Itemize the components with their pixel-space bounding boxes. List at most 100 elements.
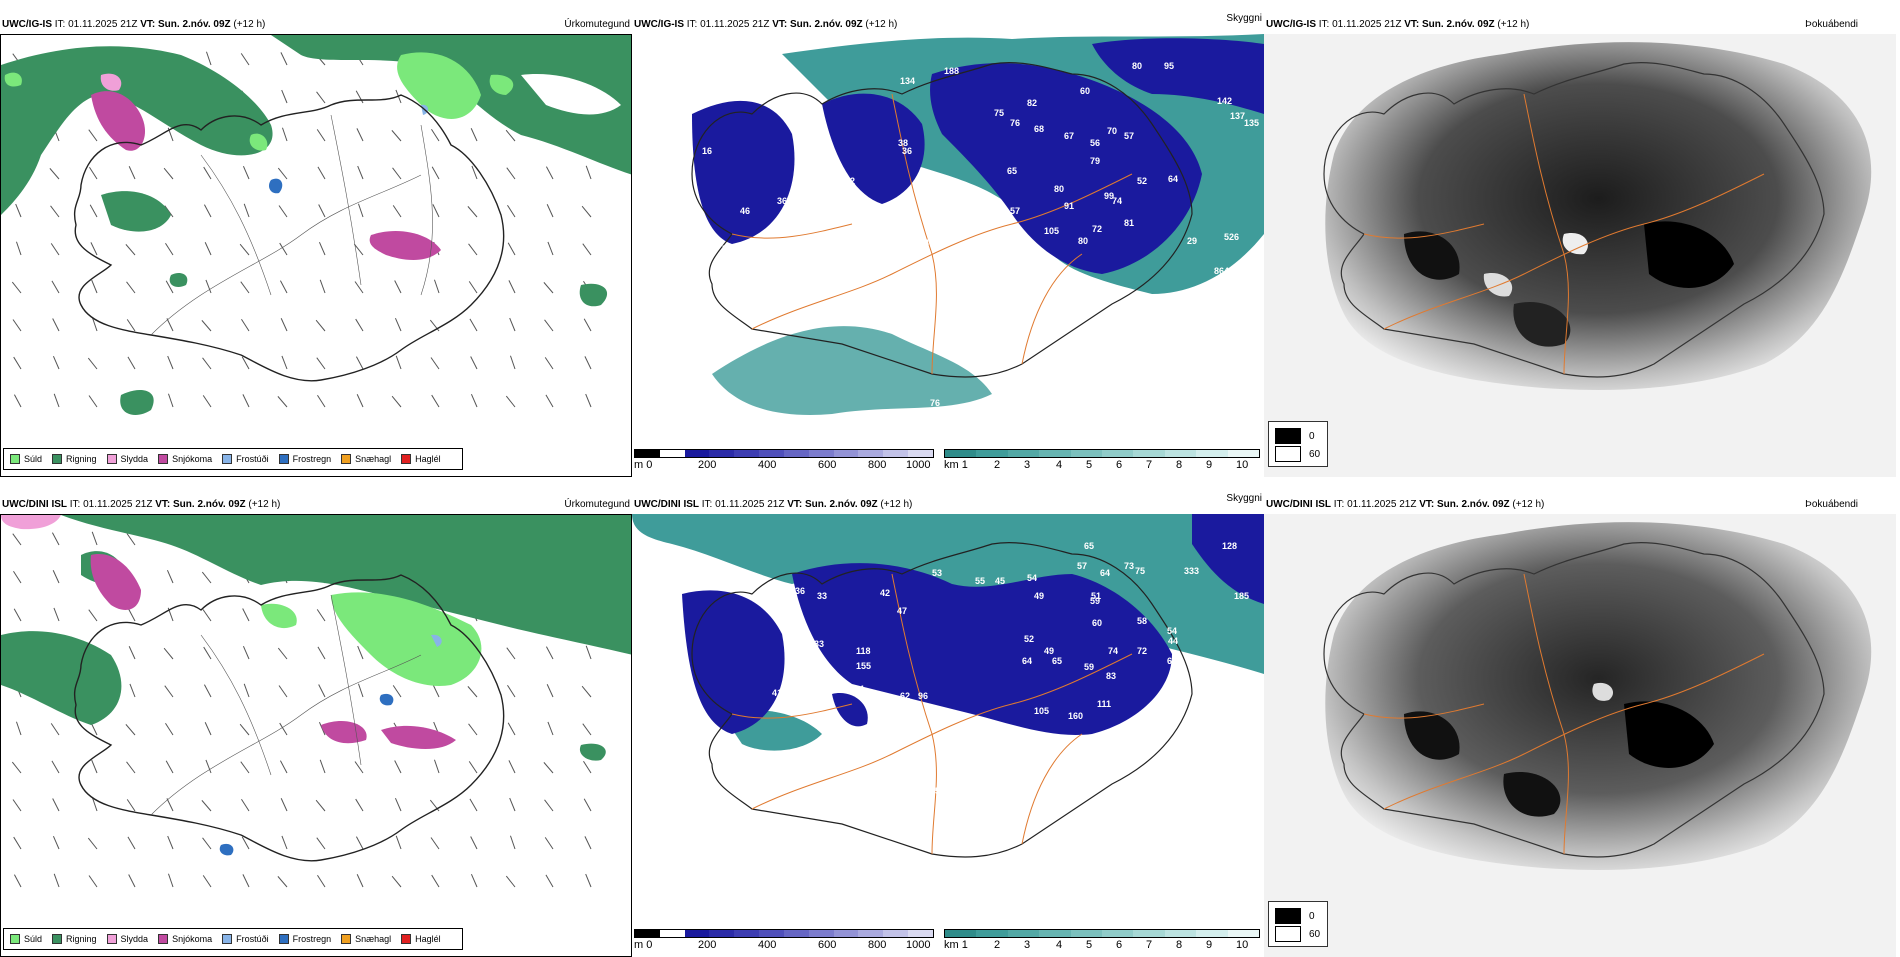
tick-label: 4 bbox=[1056, 459, 1063, 471]
wind-barb bbox=[317, 394, 326, 408]
ceiling-label: 70 bbox=[917, 306, 927, 316]
wind-barb bbox=[543, 282, 554, 294]
lead-time: (+12 h) bbox=[248, 499, 281, 510]
ceiling-label: 80 bbox=[1054, 184, 1064, 194]
valid-label: VT: bbox=[155, 499, 171, 510]
wind-barb bbox=[50, 205, 60, 218]
precip-type-legend: Súld Rigning Slydda Snjókoma Frostúði Fr… bbox=[3, 928, 463, 950]
fog-legend-label: 0 bbox=[1309, 430, 1315, 442]
ceiling-label: 51 bbox=[1091, 591, 1101, 601]
ceiling-label: 56 bbox=[1090, 138, 1100, 148]
roads bbox=[731, 93, 1133, 375]
fog-swatch bbox=[1275, 428, 1301, 444]
fog-legend-row: 60 bbox=[1275, 926, 1320, 942]
wind-barb bbox=[508, 760, 516, 774]
panel-igis-fog-index: UWC/IG-IS IT: 01.11.2025 21Z VT: Sun. 2.… bbox=[1264, 12, 1896, 477]
panel-header: UWC/IG-IS IT: 01.11.2025 21Z VT: Sun. 2.… bbox=[1264, 12, 1896, 34]
wind-barb bbox=[16, 241, 22, 256]
wind-barb bbox=[278, 685, 288, 698]
tick-label: 8 bbox=[1176, 459, 1183, 471]
ceiling-label: 74 bbox=[1112, 196, 1122, 206]
wind-barb bbox=[163, 647, 174, 660]
legend-label: Frostregn bbox=[292, 454, 332, 464]
legend-swatch bbox=[10, 454, 20, 464]
wind-barb bbox=[468, 761, 478, 774]
wind-barb bbox=[49, 168, 60, 180]
wind-barb bbox=[91, 759, 98, 774]
legend-item-rain: Rigning bbox=[52, 934, 97, 944]
init-time: IT: 01.11.2025 21Z bbox=[701, 499, 785, 510]
ceiling-label: 47 bbox=[897, 606, 907, 616]
wind-barb bbox=[317, 874, 326, 888]
init-time: IT: 01.11.2025 21Z bbox=[1318, 19, 1402, 30]
tick-label: 6 bbox=[1116, 459, 1123, 471]
panel-dini-visibility: UWC/DINI ISL IT: 01.11.2025 21Z VT: Sun.… bbox=[632, 492, 1264, 957]
tick-label: km 1 bbox=[944, 459, 968, 471]
ceiling-label: 19 bbox=[872, 282, 882, 292]
wind-barb bbox=[584, 836, 592, 850]
tick-label: 1000 bbox=[906, 459, 931, 471]
wind-barb bbox=[279, 242, 288, 256]
ceiling-label: 75 bbox=[994, 108, 1004, 118]
wind-barb bbox=[316, 837, 326, 850]
ceiling-label: 64 bbox=[1022, 656, 1032, 666]
wind-barb bbox=[506, 167, 516, 180]
ceiling-label: 39 bbox=[793, 653, 803, 663]
legend-swatch bbox=[106, 454, 117, 464]
wind-barb bbox=[201, 800, 212, 812]
fog-legend-label: 0 bbox=[1309, 910, 1315, 922]
wind-barb bbox=[582, 723, 592, 736]
fog-legend-label: 60 bbox=[1309, 448, 1321, 460]
wind-barb bbox=[92, 797, 98, 812]
tick-label: 8 bbox=[1176, 939, 1183, 951]
wind-barb bbox=[53, 873, 60, 888]
legend-item-rain: Rigning bbox=[52, 454, 97, 464]
ceiling-label: 72 bbox=[1092, 224, 1102, 234]
wind-barb bbox=[392, 205, 402, 218]
legend-item-snow-grains: Snæhagl bbox=[341, 454, 391, 464]
wind-barb bbox=[546, 684, 554, 698]
wind-barb bbox=[505, 129, 516, 142]
wind-barb bbox=[391, 130, 402, 142]
precip-map-svg bbox=[1, 35, 631, 415]
wind-barb bbox=[505, 875, 516, 888]
visibility-colorbar bbox=[944, 449, 1260, 458]
visibility-colorbar bbox=[944, 929, 1260, 938]
ceiling-label: 105 bbox=[912, 756, 927, 766]
wind-barb bbox=[52, 835, 60, 850]
tick-label: m 0 bbox=[634, 939, 653, 951]
legend-label: Frostúði bbox=[236, 454, 269, 464]
fog-index-map: 0 60 bbox=[1264, 514, 1896, 957]
product-title: Skyggni bbox=[1226, 493, 1262, 504]
legend-swatch bbox=[401, 454, 412, 464]
ceiling-label: 185 bbox=[988, 244, 1003, 254]
wind-barb bbox=[468, 281, 478, 294]
ceiling-label: 33 bbox=[797, 134, 807, 144]
wind-barb bbox=[90, 242, 98, 256]
ceiling-label: 80 bbox=[1132, 61, 1142, 71]
wind-barb bbox=[467, 686, 478, 698]
ceiling-label: 33 bbox=[817, 591, 827, 601]
ceiling-label: 46 bbox=[822, 678, 832, 688]
wind-barb bbox=[315, 319, 326, 332]
wind-barb bbox=[128, 874, 136, 888]
valid-label: VT: bbox=[772, 19, 788, 30]
ceiling-label: 60 bbox=[1092, 618, 1102, 628]
wind-barb bbox=[394, 280, 402, 294]
wind-barb bbox=[11, 281, 22, 294]
wind-barb bbox=[129, 683, 136, 698]
ceiling-label: 73 bbox=[1124, 561, 1134, 571]
ceiling-label: 62 bbox=[900, 691, 910, 701]
legend-swatch bbox=[341, 934, 352, 944]
ceiling-label: 64 bbox=[1100, 568, 1110, 578]
wind-barb bbox=[392, 167, 402, 180]
wind-barb bbox=[240, 761, 250, 774]
wind-barb bbox=[355, 798, 364, 812]
ceiling-label: 29 bbox=[1187, 236, 1197, 246]
ceiling-label: 95 bbox=[1164, 61, 1174, 71]
wind-barb bbox=[581, 685, 592, 698]
wind-barb bbox=[356, 394, 364, 408]
ceiling-label: 128 bbox=[1222, 541, 1237, 551]
wind-barb bbox=[203, 684, 212, 698]
ceiling-label: 70 bbox=[1107, 126, 1117, 136]
